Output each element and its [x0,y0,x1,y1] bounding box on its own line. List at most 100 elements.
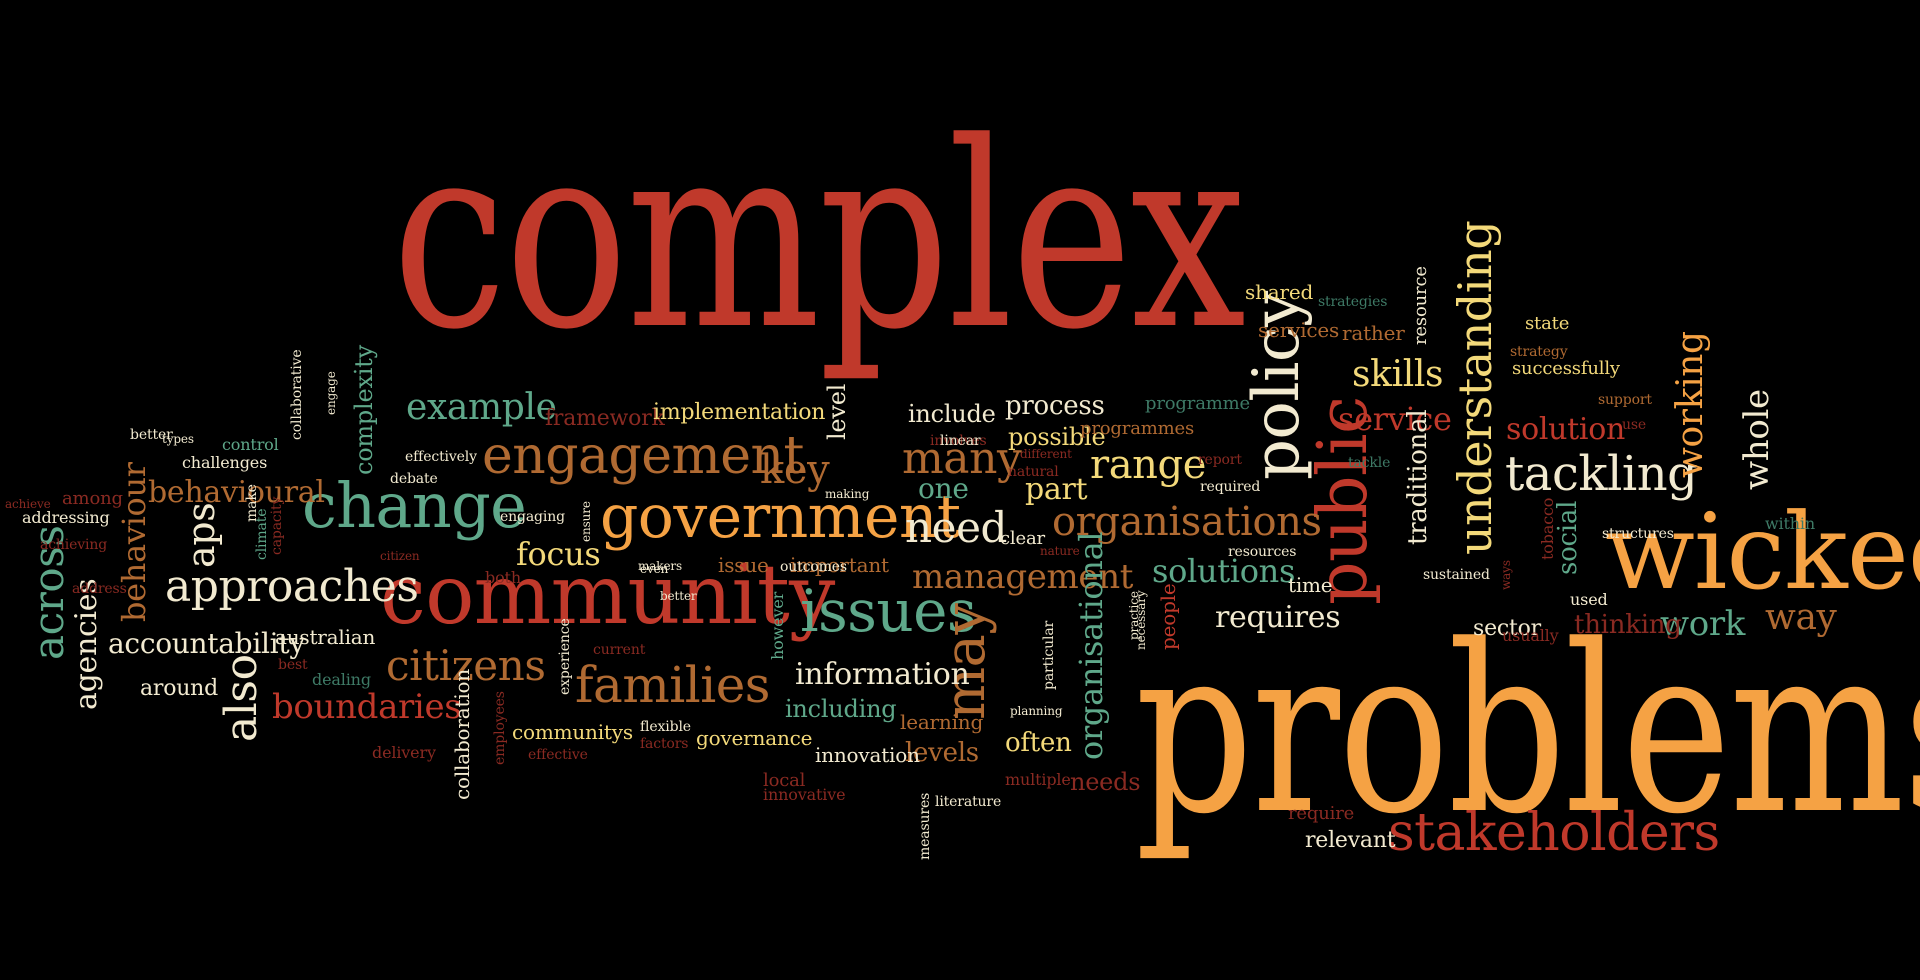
word-boundaries: boundaries [272,687,462,727]
word-working: working [1670,331,1711,478]
word-resources: resources [1228,544,1297,560]
word-programmes: programmes [1080,418,1195,439]
word-important: important [790,553,889,577]
word-requires: requires [1215,600,1341,635]
word-engagement: engagement [482,426,804,486]
word-wicked: wicked [1605,491,1920,613]
word-require: require [1288,803,1355,824]
word-also: also [216,654,267,742]
word-governance: governance [696,726,813,750]
word-aps: aps [179,502,223,568]
word-however: however [768,591,787,660]
word-framework: framework [545,406,665,431]
word-required: required [1200,479,1261,495]
word-tackling: tackling [1505,446,1698,502]
word-innovation: innovation [815,743,920,767]
word-challenges: challenges [182,453,268,472]
word-linear: linear [940,433,981,449]
word-sustained: sustained [1423,567,1490,583]
word-support: support [1598,392,1652,408]
word-best: best [278,657,308,673]
word-natural: natural [1008,464,1059,480]
word-tobacco: tobacco [1538,497,1557,560]
word-level: level [823,383,851,440]
word-measures: measures [917,792,933,860]
word-citizen: citizen [380,549,420,563]
word-many: many [902,433,1022,484]
word-agencies: agencies [69,578,104,710]
word-issues: issues [800,577,977,645]
word-rather: rather [1342,321,1405,345]
word-involves: involves [930,433,987,449]
word-outcomes: outcomes [780,559,847,575]
word-time: time [1288,573,1333,597]
word-behavioural: behavioural [148,475,325,510]
word-families: families [575,656,770,714]
word-types: types [162,432,194,446]
word-collaboration: collaboration [450,668,474,800]
word-part: part [1025,472,1088,507]
word-state: state [1525,313,1570,334]
word-citizens: citizens [386,641,546,690]
word-work: work [1660,604,1746,644]
word-climate: climate [254,508,270,560]
word-report: report [1198,452,1242,468]
word-different: different [1020,447,1072,461]
word-better: better [130,427,173,443]
word-programme: programme [1145,393,1250,414]
word-relevant: relevant [1305,828,1396,853]
word-thinking: thinking [1574,610,1682,640]
word-used: used [1570,590,1608,609]
word-around: around [140,676,218,701]
word-strategy: strategy [1510,344,1568,360]
word-service: service [1338,400,1452,438]
word-stakeholders: stakeholders [1388,803,1720,863]
word-example: example [406,387,557,428]
word-achieving: achieving [40,537,108,553]
word-government: government [600,482,961,552]
word-dealing: dealing [312,670,371,689]
word-include: include [908,400,996,428]
word-both: both [485,568,521,587]
word-tackle: tackle [1348,455,1391,471]
word-ways: ways [1499,560,1513,590]
word-organisational: organisational [1072,531,1110,760]
word-social: social [1553,500,1583,575]
word-sector: sector [1473,616,1541,641]
word-need: need [905,503,1007,552]
word-address: address [72,581,127,597]
word-change: change [302,469,527,542]
word-makers: makers [638,559,683,573]
word-needs: needs [1070,768,1141,796]
word-ensure: ensure [579,501,593,542]
word-organisations: organisations [1052,499,1322,545]
word-nature: nature [1040,544,1080,558]
word-usually: usually [1502,626,1559,645]
word-range: range [1090,442,1207,488]
word-making: making [825,487,870,501]
word-particular: particular [1041,620,1057,690]
word-problems: problems [1135,595,1920,865]
word-factors: factors [640,736,689,752]
word-accountability: accountability [108,627,305,660]
word-community: community [380,548,835,643]
word-australian: australian [275,625,376,649]
word-effective: effective [528,747,588,763]
word-learning: learning [900,710,984,734]
word-possible: possible [1008,423,1106,451]
word-employees: employees [492,691,508,765]
word-innovative: innovative [763,785,846,804]
word-planning: planning [1010,704,1063,718]
word-focus: focus [516,535,601,573]
word-traditional: traditional [1403,409,1433,545]
word-capacity: capacity [269,496,285,555]
word-services: services [1258,318,1340,342]
word-approaches: approaches [165,561,419,612]
word-achieve: achieve [5,497,51,511]
word-including: including [785,695,897,723]
word-addressing: addressing [22,508,110,527]
word-multiple: multiple [1005,770,1071,789]
word-successfully: successfully [1512,358,1620,379]
word-solution: solution [1506,412,1626,447]
word-resource: resource [1410,266,1431,345]
